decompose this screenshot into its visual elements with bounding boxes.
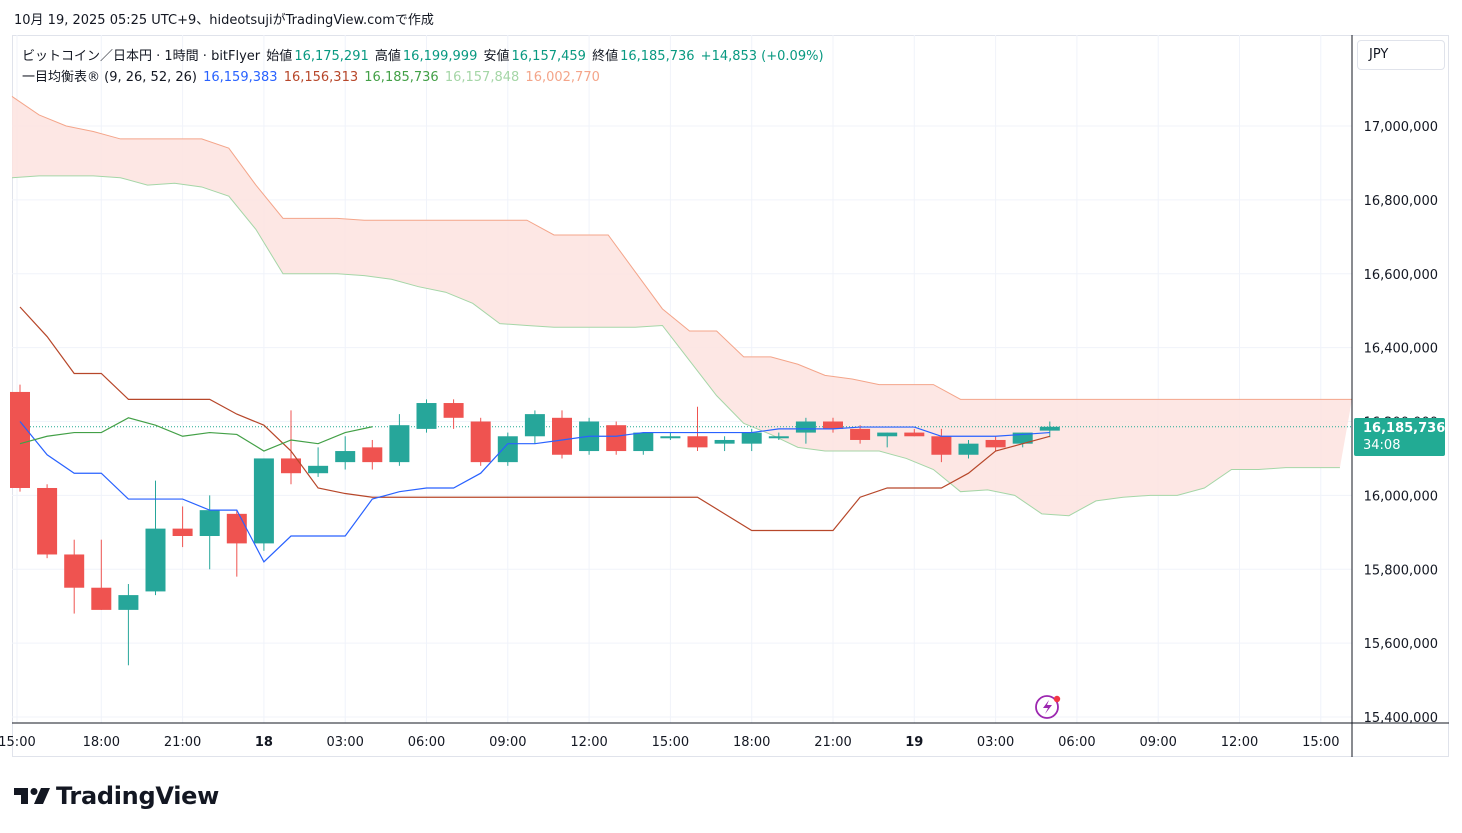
change-value: +14,853 (+0.09%) [700,49,824,64]
candle-body [281,458,301,474]
base-value: 16,156,313 [283,70,359,85]
y-tick-label: 16,600,000 [1364,268,1438,283]
x-tick-label: 21:00 [814,735,851,750]
span-a-value: 16,157,848 [444,70,520,85]
candle-body [660,436,681,439]
candle-body [633,432,654,452]
candle-body [931,436,952,455]
last-price-value: 16,185,736 [1363,421,1446,436]
y-tick-label: 15,800,000 [1364,563,1438,578]
low-label: 安値 [483,49,510,64]
y-tick-label: 16,000,000 [1364,489,1438,504]
candle-body [362,447,383,463]
candle-body [1039,426,1060,431]
candle-body [37,487,58,555]
open-value: 16,175,291 [294,49,369,64]
ichimoku-cloud [12,96,1352,516]
indicator-name[interactable]: 一目均衡表® (9, 26, 52, 26) [22,70,197,85]
span-b-value: 16,002,770 [525,70,600,85]
x-tick-label: 09:00 [1139,735,1176,750]
x-tick-label: 15:00 [652,735,689,750]
candle-body [253,458,274,544]
base-line [19,306,1050,532]
candle-body [443,403,464,418]
conversion-value: 16,159,383 [203,70,278,85]
symbol-name[interactable]: ビットコイン／日本円 · 1時間 · bitFlyer [22,49,261,64]
high-label: 高値 [374,49,401,64]
candle-body [687,436,708,448]
candle-body [199,510,220,537]
candle-body [985,439,1006,448]
high-value: 16,199,999 [402,49,478,64]
candle-body [91,587,112,610]
x-tick-label: 06:00 [1058,735,1095,750]
bar-countdown: 34:08 [1363,438,1401,453]
candle-body [958,443,979,455]
lagging-value: 16,185,736 [364,70,439,85]
currency-button[interactable]: JPY [1357,40,1445,70]
close-value: 16,185,736 [620,49,695,64]
candle-body [470,421,491,463]
candle-body [850,428,871,440]
candle-body [64,554,85,588]
candle-body [524,414,545,437]
candle-body [389,425,410,463]
candle-body [335,451,356,463]
candle-body [172,528,193,537]
leading-span-b-line [11,96,1352,400]
y-tick-label: 15,400,000 [1364,711,1438,726]
last-price-tag: 16,185,736 34:08 [1354,418,1445,456]
x-tick-label: 12:00 [1221,735,1258,750]
x-tick-label: 18:00 [733,735,770,750]
candle-body [795,421,816,433]
candle-body [877,432,898,437]
indicator-legend: 一目均衡表® (9, 26, 52, 26) 16,159,383 16,156… [22,66,602,85]
brand[interactable]: TradingView [14,782,219,810]
symbol-legend: ビットコイン／日本円 · 1時間 · bitFlyer 始値 16,175,291… [22,45,826,64]
y-tick-label: 15,600,000 [1364,637,1438,652]
tradingview-logo-icon [14,788,50,804]
x-tick-label: 18:00 [83,735,120,750]
candle-body [904,432,925,437]
open-label: 始値 [266,49,293,64]
candle-body [823,421,843,429]
x-tick-label: 21:00 [164,735,201,750]
candle-body [768,436,789,439]
y-tick-label: 17,000,000 [1364,120,1438,135]
x-tick-label: 09:00 [489,735,526,750]
x-tick-label: 15:00 [0,735,36,750]
low-value: 16,157,459 [511,49,586,64]
brand-wordmark: TradingView [56,782,219,810]
leading-span-a-line [11,175,1340,517]
close-label: 終値 [592,49,619,64]
candle-body [10,391,30,488]
candle-body [552,417,572,455]
conversion-line [19,421,1050,563]
candle-body [145,528,166,592]
y-tick-label: 16,800,000 [1364,194,1438,209]
candle-body [606,425,627,452]
candle-body [497,436,518,463]
candle-body [226,513,247,544]
lagging-span-line [19,417,373,452]
candle-body [1012,432,1033,444]
y-tick-label: 16,400,000 [1364,342,1438,357]
candle-body [118,595,139,610]
candle-body [416,403,437,429]
x-tick-label: 12:00 [570,735,607,750]
x-tick-label: 18 [255,735,273,750]
x-tick-label: 03:00 [977,735,1014,750]
x-tick-label: 06:00 [408,735,445,750]
x-tick-label: 15:00 [1302,735,1339,750]
x-tick-label: 19 [905,735,923,750]
candle-body [714,439,735,444]
x-tick-label: 03:00 [326,735,363,750]
candle-body [308,465,329,474]
candle-body [741,432,762,444]
created-caption: 10月 19, 2025 05:25 UTC+9、hideotsujiがTrad… [14,13,434,28]
alert-icon[interactable] [1035,695,1061,719]
